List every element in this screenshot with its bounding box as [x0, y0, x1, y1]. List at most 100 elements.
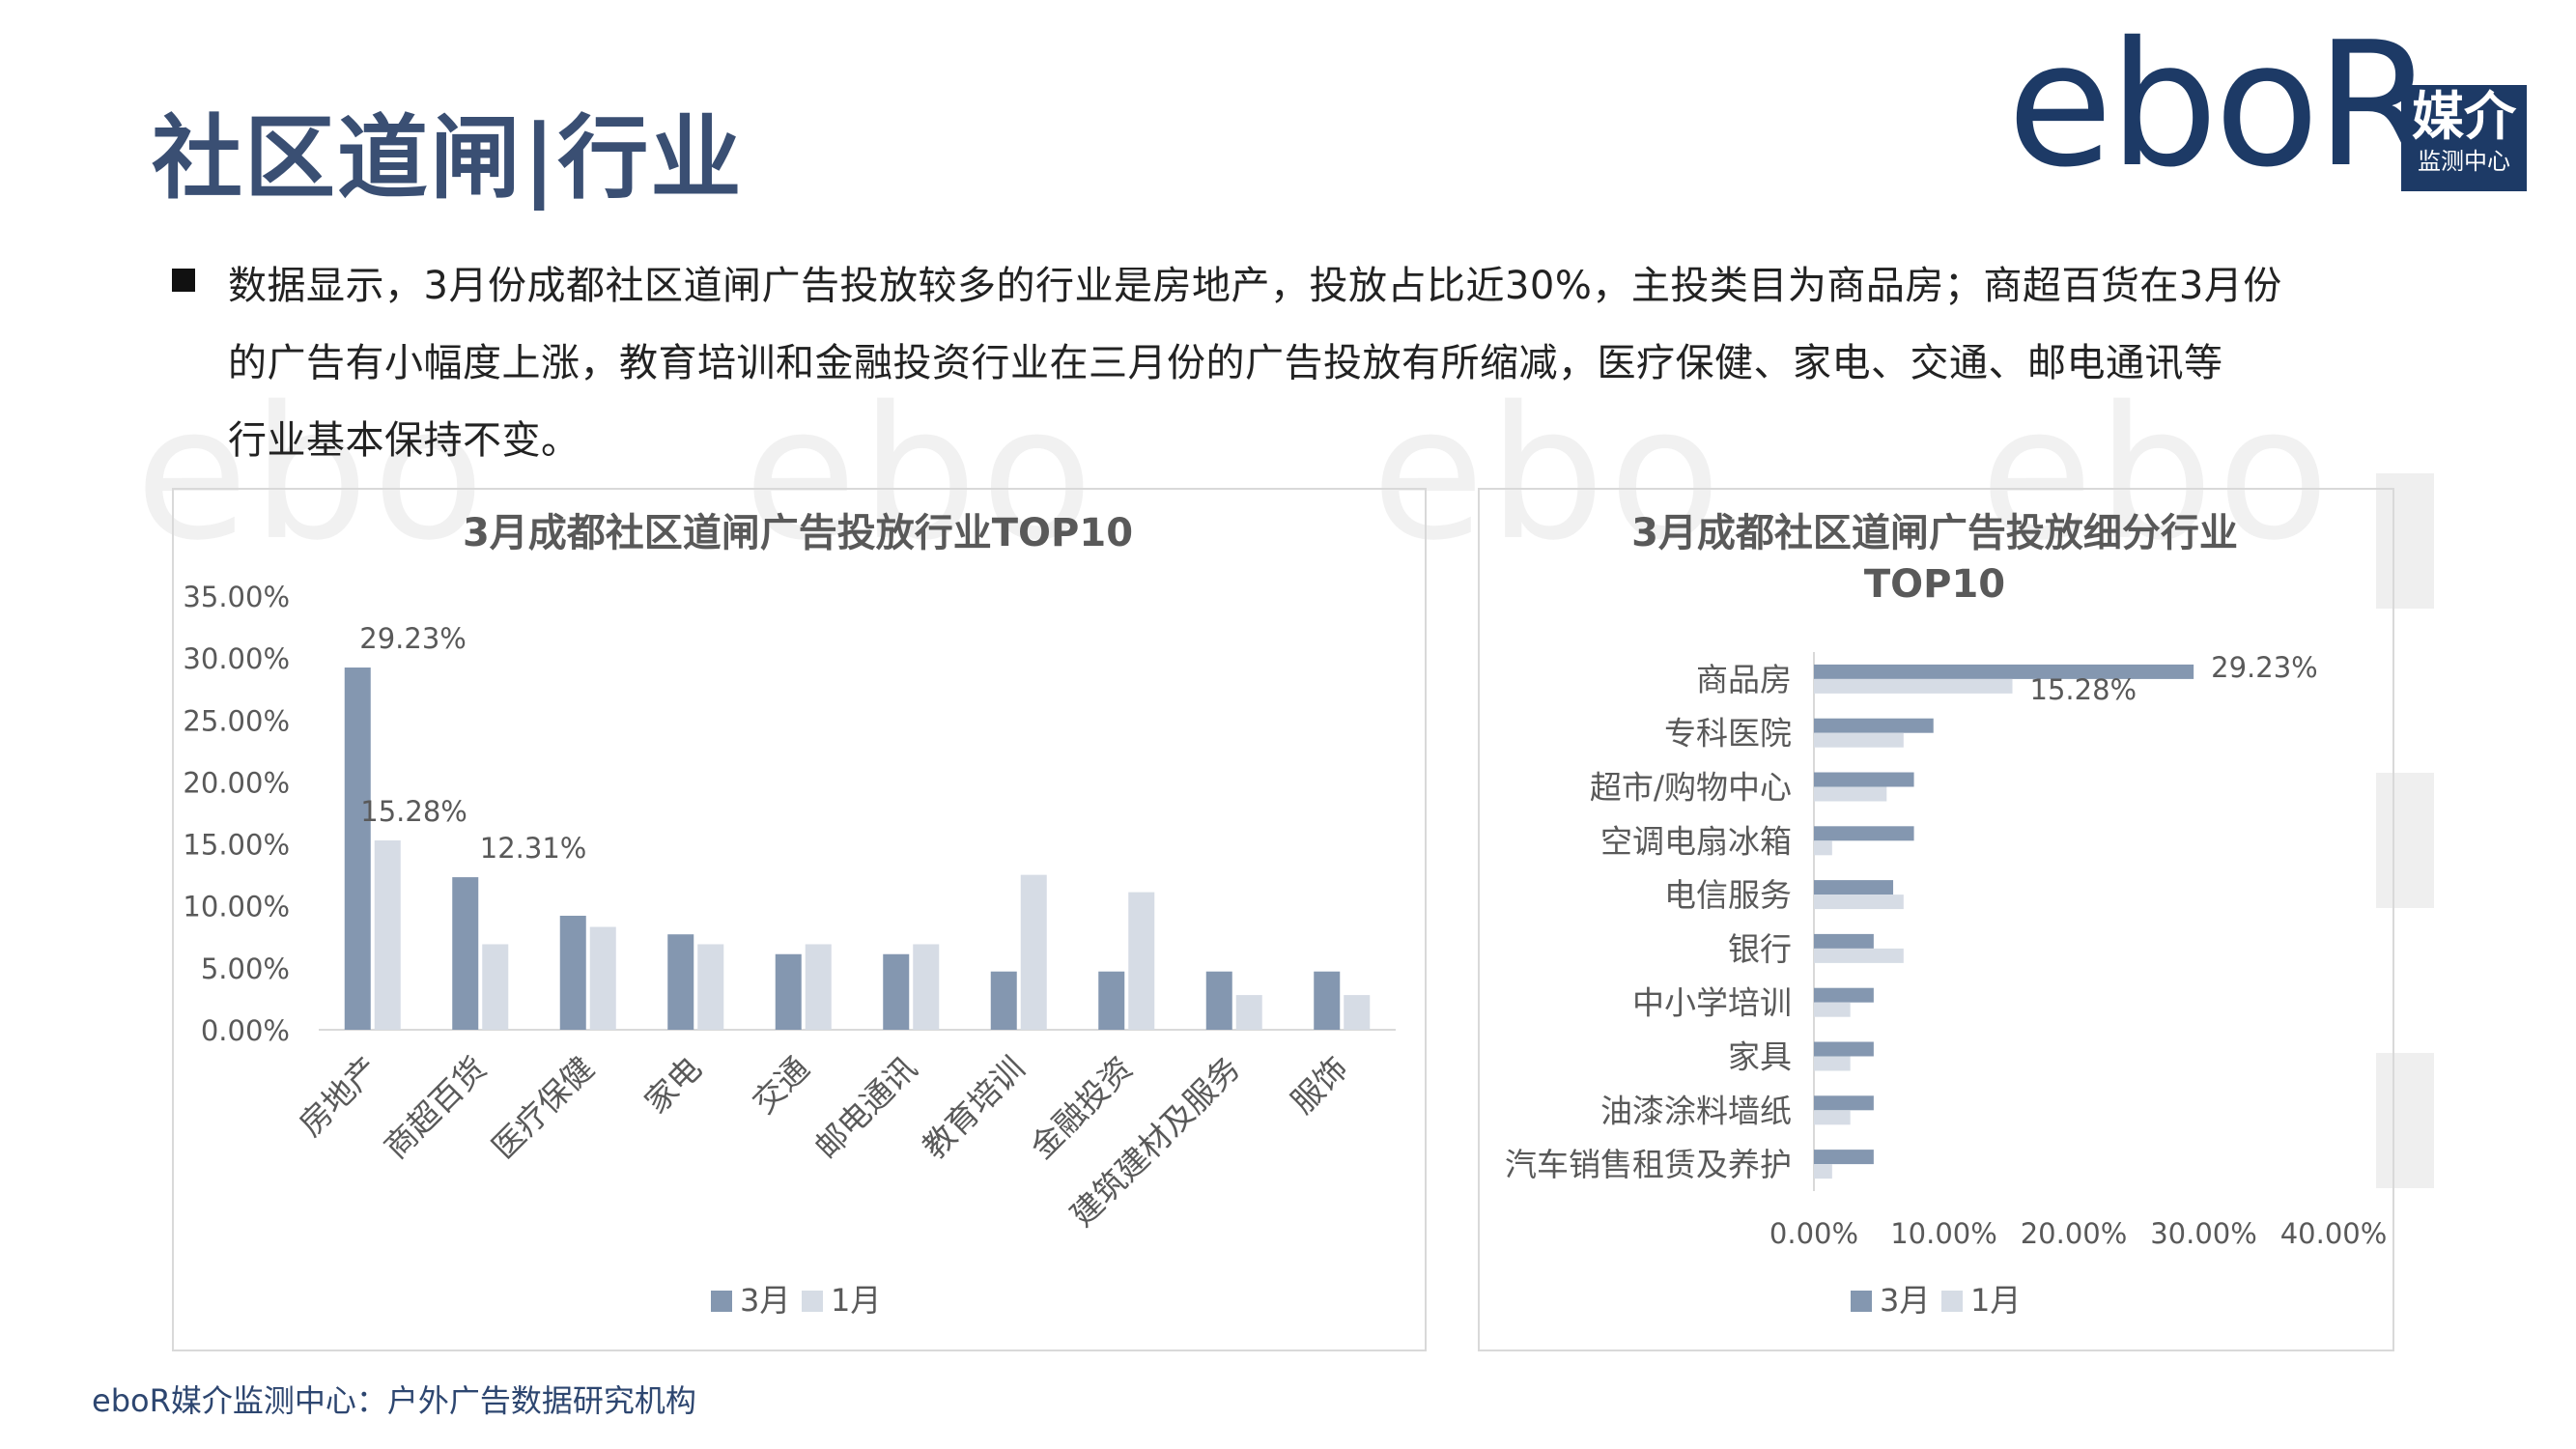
y-tick-label: 商品房	[1696, 661, 1792, 698]
legend-swatch-january	[802, 1291, 823, 1312]
bar-january	[589, 926, 616, 1030]
x-tick-label: 商超百货	[377, 1049, 494, 1166]
bar-march	[667, 934, 694, 1030]
page-title: 社区道闸|行业	[152, 106, 744, 212]
bar-march	[990, 971, 1017, 1030]
bar-january	[1814, 948, 1904, 963]
bar-january	[1814, 1056, 1851, 1071]
chart-title: TOP10	[1864, 562, 2005, 607]
bar-march	[1814, 987, 1874, 1003]
x-tick-label: 教育培训	[915, 1049, 1032, 1166]
bar-march	[1814, 1150, 1874, 1165]
y-tick-label: 5.00%	[201, 952, 290, 985]
bar-march	[1814, 826, 1914, 841]
y-tick-label: 中小学培训	[1632, 984, 1792, 1022]
legend-label: 3月	[740, 1282, 790, 1319]
bar-march	[1205, 971, 1232, 1030]
y-tick-label: 家具	[1728, 1038, 1792, 1076]
bar-march	[1814, 1041, 1874, 1057]
bar-march	[1814, 718, 1934, 733]
y-tick-label: 专科医院	[1664, 715, 1792, 753]
footer-credit: eboR媒介监测中心：户外广告数据研究机构	[92, 1382, 696, 1419]
logo-badge-sub: 监测中心	[2418, 148, 2510, 175]
data-label: 29.23%	[359, 622, 467, 655]
y-tick-label: 银行	[1728, 930, 1792, 968]
watermark: ebo	[744, 367, 1097, 581]
bar-january	[805, 944, 832, 1030]
y-tick-label: 35.00%	[183, 581, 290, 613]
y-tick-label: 30.00%	[183, 642, 290, 675]
y-tick-label: 超市/购物中心	[1590, 769, 1792, 807]
bar-march	[559, 915, 586, 1030]
y-tick-label: 20.00%	[183, 766, 290, 799]
bar-january	[1814, 895, 1904, 910]
bar-march	[1098, 971, 1125, 1030]
x-tick-label: 0.00%	[1769, 1217, 1858, 1250]
y-tick-label: 15.00%	[183, 829, 290, 862]
bar-january	[1814, 1164, 1832, 1179]
data-label: 29.23%	[2211, 651, 2318, 684]
bar-march	[1814, 933, 1874, 949]
logo-wordmark: eboR	[2007, 5, 2435, 205]
summary-line: 行业基本保持不变。	[228, 418, 580, 463]
y-tick-label: 25.00%	[183, 704, 290, 737]
bar-march	[1814, 880, 1894, 895]
logo-badge-main: 媒介	[2412, 86, 2516, 147]
y-tick-label: 0.00%	[201, 1014, 290, 1047]
bar-january	[1235, 995, 1262, 1030]
bar-march	[452, 877, 479, 1030]
x-tick-label: 医疗保健	[484, 1049, 601, 1166]
chart-panel-industry	[172, 488, 1427, 1351]
x-tick-label: 家电	[637, 1049, 709, 1121]
legend-label: 3月	[1880, 1282, 1930, 1319]
watermark	[2376, 1053, 2434, 1188]
bar-january	[697, 944, 724, 1030]
y-tick-label: 油漆涂料墙纸	[1600, 1092, 1792, 1129]
bar-march	[344, 668, 371, 1030]
x-tick-label: 邮电通讯	[807, 1049, 924, 1166]
bar-january	[1814, 840, 1832, 856]
legend-label: 1月	[1970, 1282, 2021, 1319]
data-label: 15.28%	[360, 795, 467, 828]
bar-january	[374, 839, 401, 1030]
bar-january	[1128, 892, 1155, 1030]
x-tick-label: 交通	[745, 1049, 816, 1121]
bar-march	[1814, 664, 2194, 679]
x-tick-label: 30.00%	[2150, 1217, 2257, 1250]
x-tick-label: 房地产	[292, 1049, 386, 1144]
chart-panel-subindustry	[1478, 488, 2394, 1351]
brand-logo: eboR 媒介 监测中心	[2007, 19, 2529, 193]
chart-title: 3月成都社区道闸广告投放行业TOP10	[463, 511, 1133, 555]
x-tick-label: 服饰	[1284, 1049, 1355, 1121]
legend-label: 1月	[831, 1282, 881, 1319]
x-tick-label: 20.00%	[2021, 1217, 2128, 1250]
x-tick-label: 40.00%	[2280, 1217, 2388, 1250]
legend-swatch-march	[711, 1291, 732, 1312]
bar-january	[1814, 1110, 1851, 1125]
data-label: 12.31%	[480, 832, 587, 865]
watermark: ebo	[1980, 367, 2334, 581]
bar-january	[1020, 874, 1047, 1030]
bar-january	[1344, 995, 1371, 1030]
bar-march	[1314, 971, 1341, 1030]
watermark	[2376, 473, 2434, 609]
watermark	[2376, 773, 2434, 908]
y-tick-label: 空调电扇冰箱	[1600, 822, 1792, 860]
bar-january	[1814, 1002, 1851, 1017]
summary-line: 数据显示，3月份成都社区道闸广告投放较多的行业是房地产，投放占比近30%，主投类…	[228, 264, 2282, 308]
y-tick-label: 电信服务	[1664, 876, 1792, 914]
bar-march	[1814, 1095, 1874, 1111]
bar-january	[482, 944, 509, 1030]
y-tick-label: 汽车销售租赁及养护	[1505, 1146, 1792, 1183]
bar-january	[913, 944, 940, 1030]
logo-badge: 媒介 监测中心	[2401, 85, 2527, 191]
watermark: ebo	[135, 367, 489, 581]
x-tick-label: 10.00%	[1890, 1217, 1997, 1250]
bar-march	[1814, 772, 1914, 787]
bar-january	[1814, 786, 1887, 802]
bar-march	[775, 953, 802, 1030]
bullet-square-icon	[172, 269, 195, 292]
legend-swatch-march	[1851, 1291, 1872, 1312]
watermark: ebo	[1372, 367, 1725, 581]
